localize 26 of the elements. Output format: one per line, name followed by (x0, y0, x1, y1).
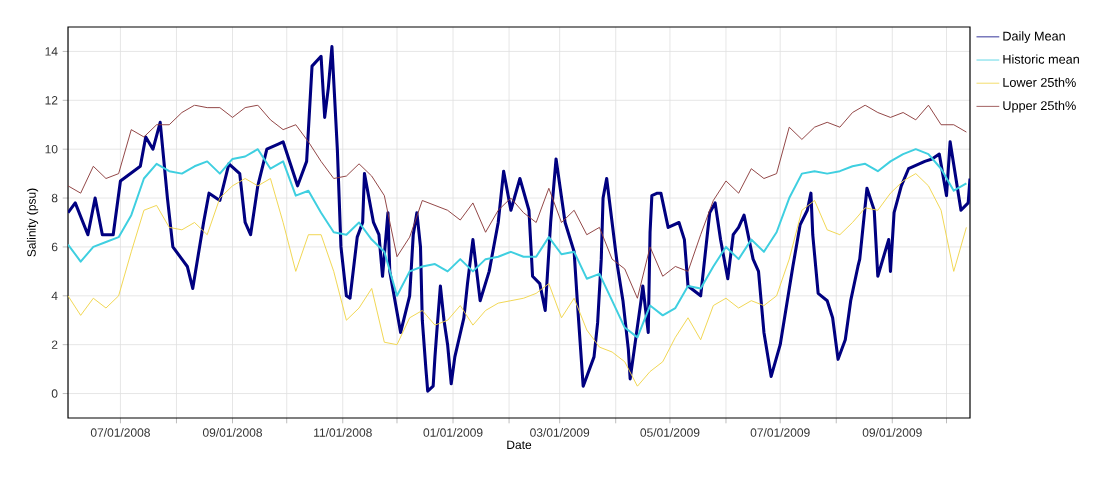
legend-label: Upper 25th% (1003, 100, 1076, 113)
y-tick-label: 2 (51, 340, 58, 349)
x-tick-label: 09/01/2008 (202, 428, 262, 437)
y-tick-label: 12 (45, 96, 58, 105)
line-series (68, 148, 968, 339)
y-tick-label: 0 (51, 389, 58, 398)
y-tick-label: 6 (51, 242, 58, 252)
x-tick-label: 09/01/2009 (862, 428, 922, 437)
x-tick-label: 03/01/2009 (530, 428, 590, 437)
x-tick-label: 11/01/2008 (314, 428, 372, 437)
y-tick-label: 4 (51, 291, 58, 300)
legend-label: Historic mean (1003, 54, 1079, 64)
x-tick-label: 07/01/2009 (750, 428, 810, 437)
legend-label: Daily Mean (1003, 31, 1065, 44)
y-tick-label: 10 (45, 144, 58, 154)
y-axis-title: Salinity (psu) (26, 188, 39, 257)
x-tick-label: 07/01/2008 (90, 428, 150, 437)
y-tick-label: 14 (45, 47, 58, 56)
line-series (68, 45, 970, 393)
line-series (68, 104, 967, 299)
line-series (68, 173, 967, 387)
x-tick-label: 05/01/2009 (640, 428, 700, 437)
legend-label: Lower 25th% (1003, 77, 1076, 87)
x-tick-label: 01/01/2009 (423, 428, 483, 437)
x-axis-title: Date (507, 440, 532, 450)
y-tick-label: 8 (51, 193, 58, 203)
